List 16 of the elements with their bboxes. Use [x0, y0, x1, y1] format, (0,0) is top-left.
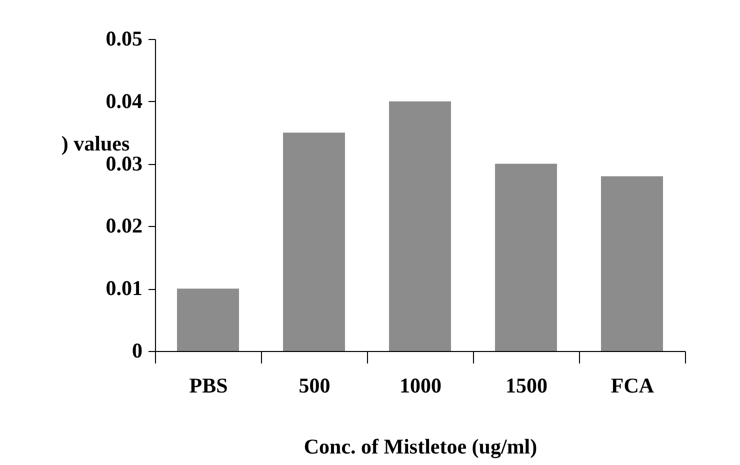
x-tick-label: 1000	[400, 374, 442, 398]
y-tick-label: 0	[132, 338, 142, 362]
bar	[177, 288, 239, 351]
x-tick-label: PBS	[189, 374, 228, 398]
bar	[495, 164, 557, 351]
y-tick-label: 0.02	[106, 214, 142, 238]
y-tick-label: 0.01	[106, 276, 142, 300]
x-tick-label: FCA	[610, 374, 655, 398]
bar	[283, 132, 345, 351]
y-tick-label: 0.04	[106, 88, 143, 113]
x-tick-label: 500	[298, 374, 330, 398]
bar	[601, 176, 663, 351]
x-tick-label: 1500	[506, 374, 548, 398]
x-axis-title: Conc. of Mistletoe (ug/ml)	[304, 434, 538, 458]
y-tick-label: 0.05	[106, 26, 142, 50]
bar	[389, 101, 451, 351]
